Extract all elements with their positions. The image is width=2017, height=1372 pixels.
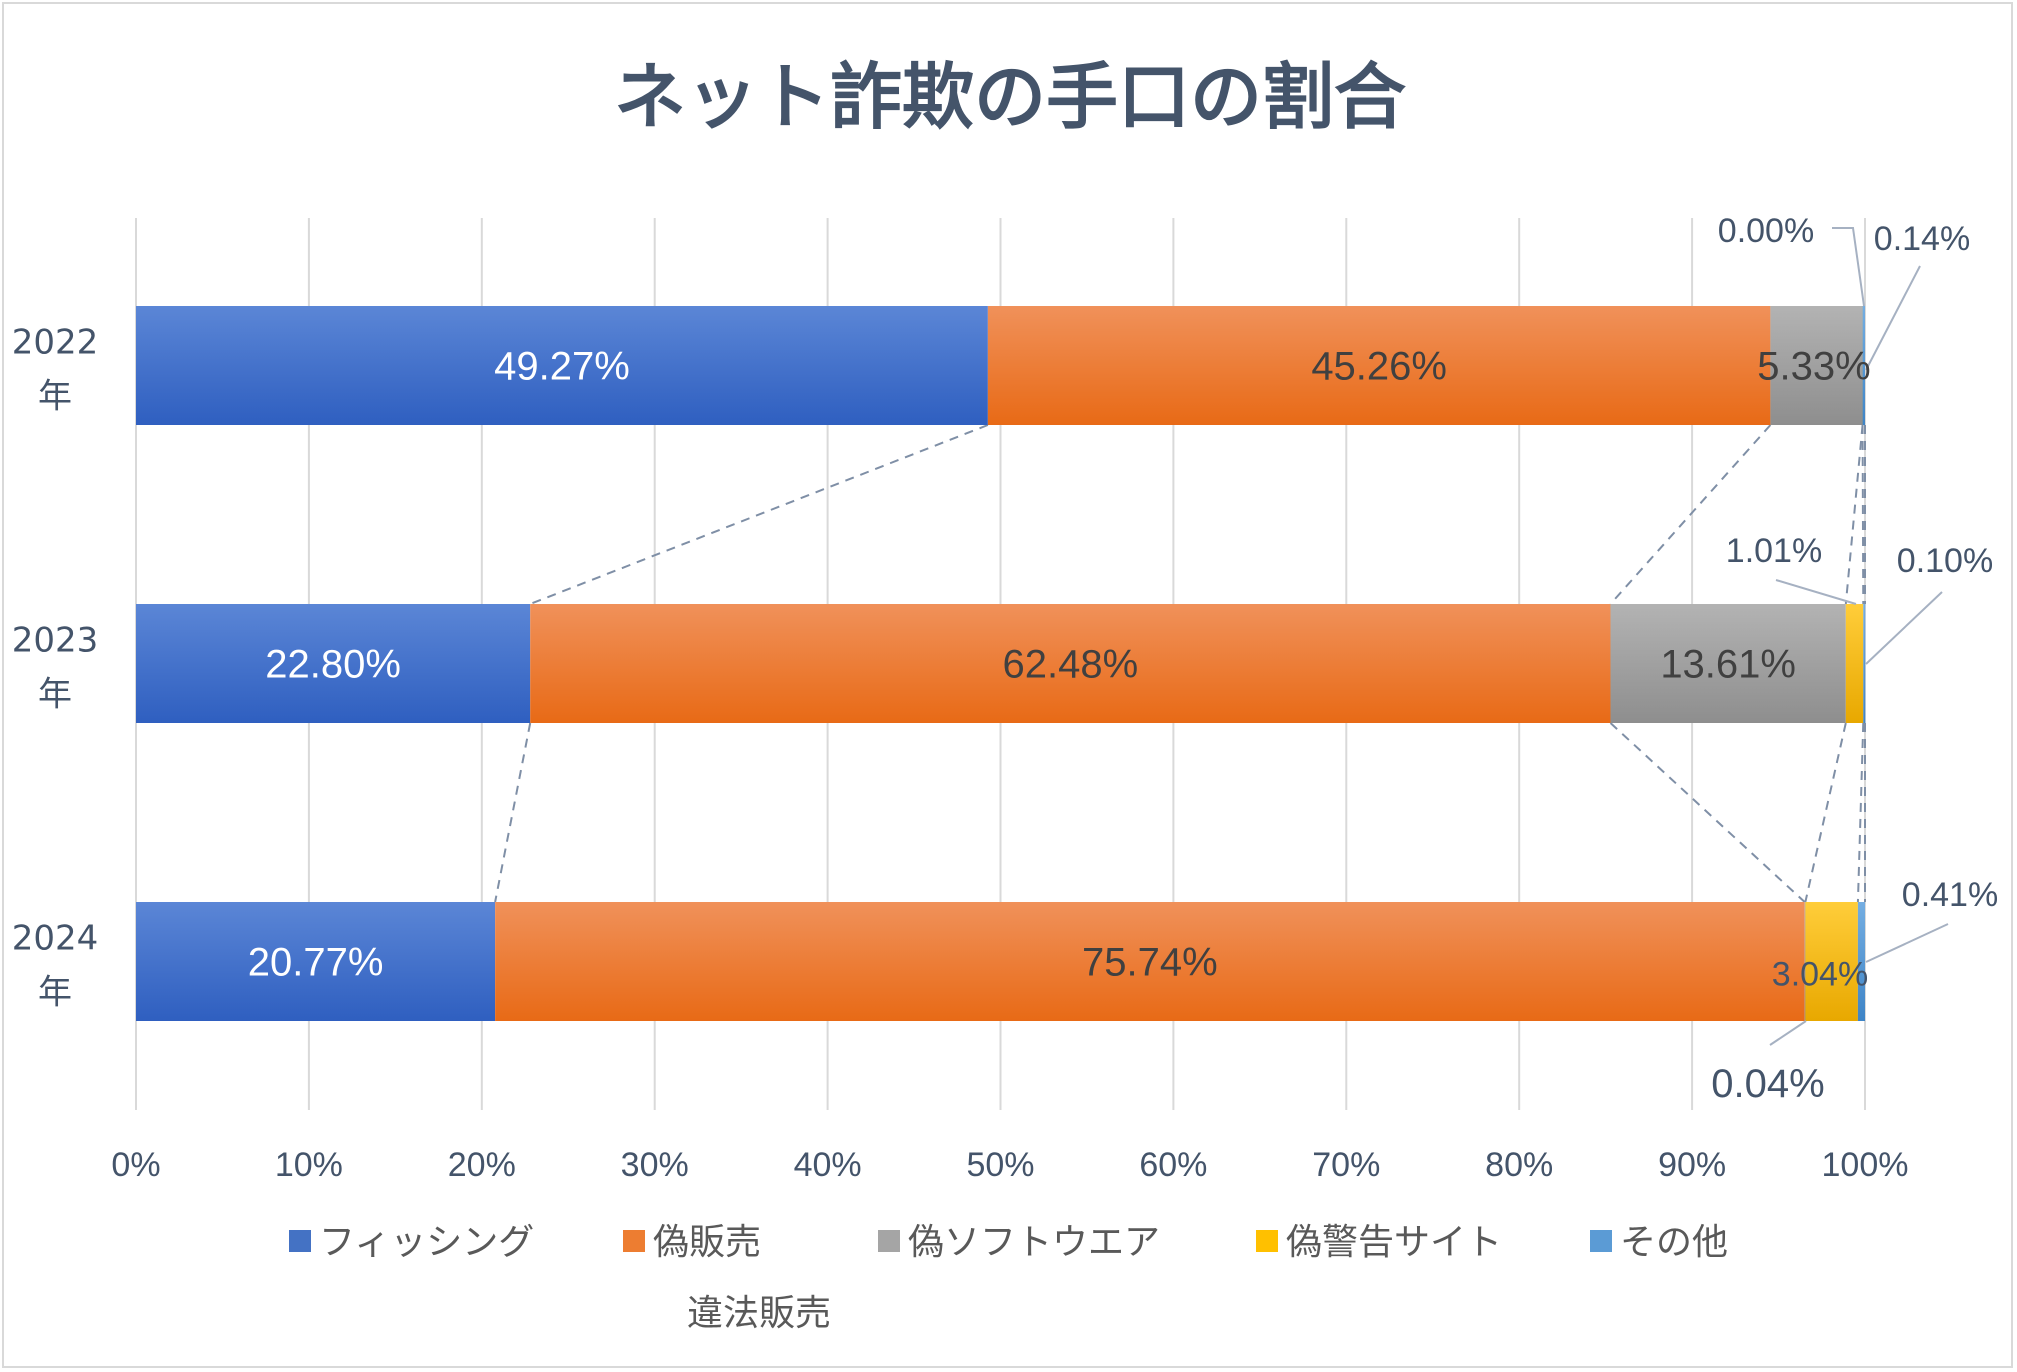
data-label: 13.61%: [1660, 643, 1796, 687]
x-tick-label: 20%: [448, 1146, 516, 1184]
leader-line: [1832, 227, 1865, 307]
leader-line: [1865, 265, 1921, 371]
data-label: 3.04%: [1772, 956, 1868, 994]
x-tick-label: 0%: [111, 1146, 160, 1184]
legend-swatch: [1590, 1230, 1612, 1252]
bar-segment: [136, 902, 496, 1021]
legend-swatch: [1256, 1230, 1278, 1252]
leader-line: [1769, 1020, 1807, 1046]
leader-lines: [1769, 227, 1949, 1046]
x-tick-label: 70%: [1312, 1146, 1380, 1184]
x-tick-label: 80%: [1485, 1146, 1553, 1184]
bar-segment: [530, 604, 1611, 723]
series-line: [529, 424, 989, 605]
series-lines: [494, 424, 1866, 903]
data-label: 0.14%: [1874, 220, 1970, 258]
legend-label: 偽ソフトウエア: [908, 1222, 1160, 1263]
legend-label: その他: [1620, 1222, 1728, 1263]
legend-swatch: [289, 1230, 311, 1252]
bar-segment: [1805, 902, 1858, 1021]
bar-segment: [495, 902, 1805, 1021]
series-line: [1609, 424, 1772, 605]
bar-segment: [1845, 604, 1864, 723]
leader-line: [1865, 591, 1943, 665]
x-tick-label: 30%: [621, 1146, 689, 1184]
category-labels: 2022 年 2023 年 2024 年: [12, 323, 99, 1013]
data-labels: 49.27% 45.26% 5.33% 22.80% 62.48% 13.61% 20.77…: [248, 212, 1998, 1106]
category-label-year: 2024: [12, 919, 99, 959]
series-line: [1804, 722, 1847, 903]
legend-swatch: [623, 1230, 645, 1252]
legend-swatch: [878, 1230, 900, 1252]
bar-segment: [1857, 902, 1865, 1021]
leader-line: [1865, 923, 1949, 963]
data-label: 5.33%: [1757, 345, 1870, 389]
data-label: 0.04%: [1711, 1062, 1824, 1106]
data-label: 0.41%: [1902, 876, 1998, 914]
data-label: 45.26%: [1311, 345, 1447, 389]
series-line: [1856, 722, 1865, 903]
bars: [136, 306, 1866, 1021]
legend-label: フィッシング: [319, 1222, 534, 1263]
bar-segment: [1863, 604, 1866, 723]
data-label: 0.10%: [1897, 542, 1993, 580]
bar-segment: [1862, 306, 1865, 425]
data-label: 22.80%: [265, 643, 401, 687]
x-tick-label: 100%: [1822, 1146, 1909, 1184]
bar-segment: [1610, 604, 1846, 723]
x-axis-ticks: 0% 10% 20% 30% 40% 50% 60% 70% 80% 90% 100%: [111, 1146, 1908, 1184]
data-label: 75.74%: [1082, 941, 1218, 985]
bar-segment: [987, 306, 1771, 425]
bar-segment: [136, 306, 988, 425]
leader-line: [1775, 579, 1857, 605]
category-label-year: 2023: [12, 621, 99, 661]
series-line: [1844, 424, 1864, 605]
data-label: 20.77%: [248, 941, 384, 985]
x-tick-label: 50%: [966, 1146, 1034, 1184]
category-label-suffix: 年: [38, 973, 72, 1013]
category-label-suffix: 年: [38, 675, 72, 715]
category-label-suffix: 年: [38, 377, 72, 417]
data-label: 1.01%: [1726, 532, 1822, 570]
category-label-year: 2022: [12, 323, 99, 363]
chart-title: ネット詐欺の手口の割合: [614, 55, 1406, 139]
data-label: 49.27%: [494, 345, 630, 389]
data-label: 62.48%: [1003, 643, 1139, 687]
series-line: [1861, 424, 1865, 605]
bar-segment: [1770, 306, 1863, 425]
series-line: [1609, 722, 1806, 903]
series-line: [494, 722, 532, 903]
legend-label: 違法販売: [687, 1293, 831, 1334]
x-tick-label: 60%: [1139, 1146, 1207, 1184]
bar-segment: [136, 604, 531, 723]
x-tick-label: 40%: [794, 1146, 862, 1184]
data-label: 0.00%: [1718, 212, 1814, 250]
legend-label: 偽販売: [653, 1222, 761, 1263]
x-tick-label: 10%: [275, 1146, 343, 1184]
x-tick-label: 90%: [1658, 1146, 1726, 1184]
legend-label: 偽警告サイト: [1286, 1222, 1502, 1263]
